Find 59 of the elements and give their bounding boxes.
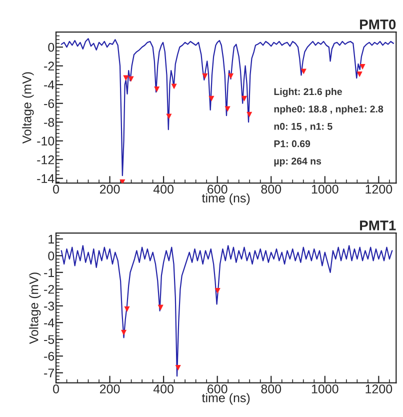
y-tick-label: -5 <box>44 335 54 344</box>
x-tick-label: 600 <box>208 384 228 394</box>
x-tick-label: 800 <box>261 184 282 194</box>
x-tick-label: 600 <box>208 184 228 194</box>
point <box>124 306 130 312</box>
point <box>128 76 134 82</box>
y-tick-label: -8 <box>44 118 54 127</box>
x-tick-label: 200 <box>100 384 120 394</box>
y-tick-label: -1 <box>44 268 54 277</box>
point <box>166 114 172 120</box>
y-tick-label: -2 <box>44 284 54 294</box>
annotation: µp: 264 ns <box>274 158 322 166</box>
y-tick-label: -7 <box>44 368 54 378</box>
y-tick-label: -6 <box>44 352 54 361</box>
line-series <box>60 38 394 176</box>
point <box>208 96 214 102</box>
y-tick-label: -2 <box>44 62 54 70</box>
point <box>120 330 127 336</box>
x-tick-label: 800 <box>261 384 282 394</box>
x-tick-label: 1000 <box>312 184 338 194</box>
point <box>120 179 126 184</box>
point <box>202 73 208 79</box>
y-tick-label: -10 <box>37 136 54 146</box>
x-axis-title: time (ns) <box>202 193 250 205</box>
point <box>228 73 234 79</box>
x-tick-label: 1200 <box>366 384 392 394</box>
point <box>360 64 366 70</box>
y-tick-label: -3 <box>44 302 54 311</box>
point <box>154 86 160 92</box>
y-tick-label: -4 <box>44 318 54 328</box>
y-axis-title: Voltage (mV) <box>29 272 41 344</box>
point <box>214 288 220 294</box>
y-tick-label: -12 <box>37 155 54 164</box>
line-series <box>60 245 393 377</box>
y-tick-label: -14 <box>37 174 54 183</box>
point <box>300 68 306 74</box>
point <box>224 106 230 112</box>
x-tick-label: 1200 <box>366 184 392 194</box>
y-tick-label: 0 <box>48 251 54 260</box>
x-tick-label: 400 <box>153 384 174 394</box>
x-tick-label: 1000 <box>312 384 338 394</box>
chart-title: PMT1 <box>360 220 396 230</box>
y-tick-label: -6 <box>44 99 54 108</box>
point <box>175 364 181 371</box>
y-axis-title: Voltage (mV) <box>22 72 34 144</box>
annotation: nphe0: 18.8 , nphe1: 2.8 <box>274 105 384 114</box>
annotation: Light: 21.6 phe <box>274 88 342 98</box>
chart-title: PMT0 <box>360 20 396 30</box>
annotation: n0: 15 , n1: 5 <box>274 122 332 132</box>
x-tick-label: 400 <box>153 184 174 194</box>
x-axis-title: time (ns) <box>202 393 250 405</box>
annotation: P1: 0.69 <box>274 140 310 148</box>
y-tick-label: -4 <box>44 80 54 90</box>
y-tick-label: 1 <box>48 234 54 244</box>
point <box>171 84 177 90</box>
point <box>241 96 248 102</box>
point <box>356 72 362 78</box>
x-tick-label: 200 <box>100 184 120 194</box>
y-tick-label: 0 <box>48 42 54 52</box>
